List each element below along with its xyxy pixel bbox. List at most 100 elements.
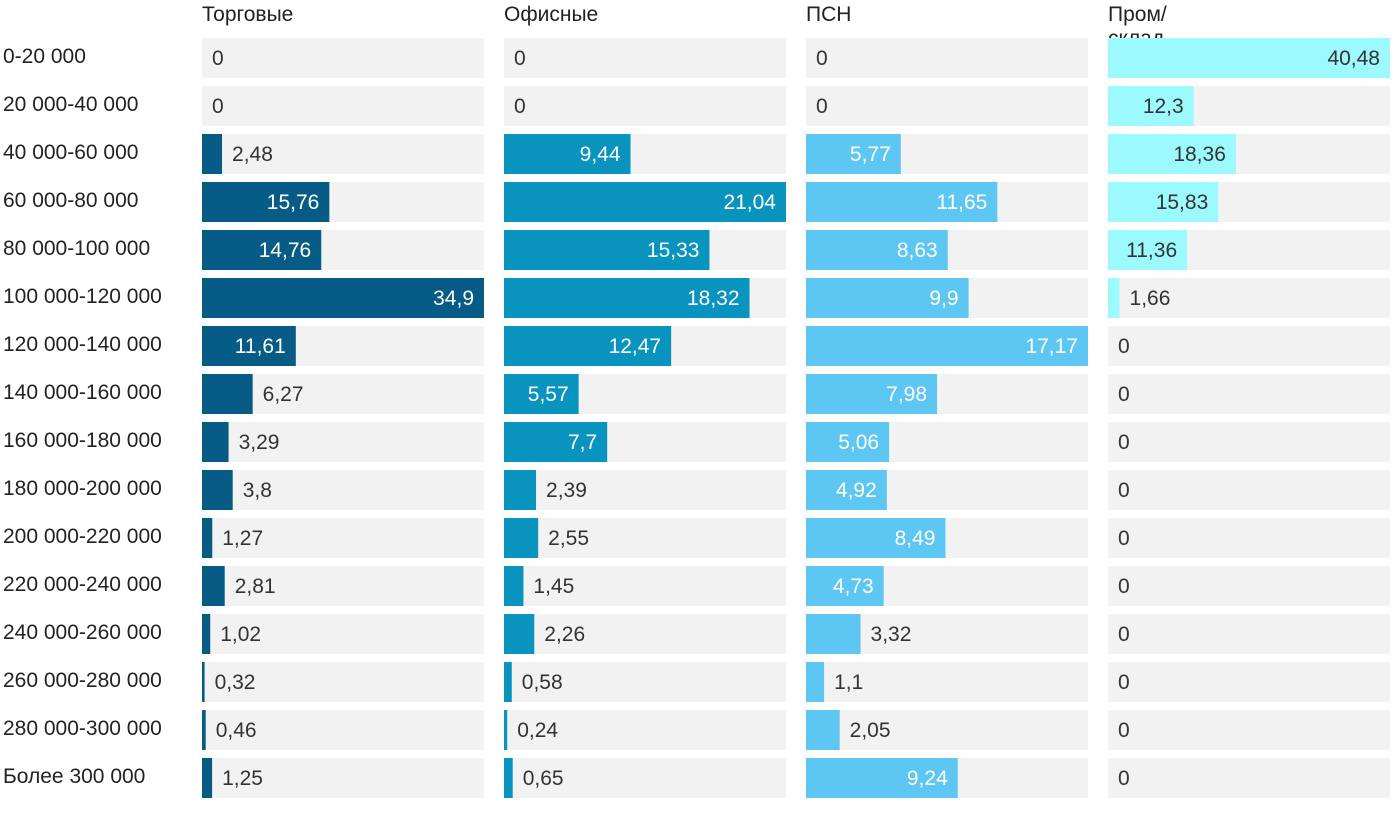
value-label: 8,49 [895, 527, 936, 550]
bar-track [202, 422, 484, 462]
bar-track [806, 86, 1088, 126]
bar-track [504, 470, 786, 510]
value-label: 0 [1118, 719, 1130, 742]
bar-track [504, 662, 786, 702]
value-label: 0 [1118, 623, 1130, 646]
value-label: 18,32 [687, 287, 740, 310]
value-label: 15,33 [647, 239, 700, 262]
value-label: 3,8 [243, 479, 272, 502]
category-label: 80 000-100 000 [3, 237, 151, 260]
bar-track [504, 566, 786, 606]
value-label: 1,02 [220, 623, 261, 646]
bar [202, 758, 213, 798]
bar [504, 374, 579, 414]
category-label: 240 000-260 000 [3, 621, 162, 644]
value-label: 0 [1118, 575, 1130, 598]
value-label: 17,17 [1025, 335, 1078, 358]
value-label: 7,7 [568, 431, 597, 454]
value-label: 0,46 [216, 719, 257, 742]
bar-track [202, 614, 484, 654]
value-label: 0 [212, 95, 224, 118]
bar-track [202, 470, 484, 510]
bar [504, 614, 535, 654]
value-label: 0 [1118, 383, 1130, 406]
value-label: 11,36 [1126, 239, 1177, 262]
bar [202, 278, 484, 318]
value-label: 0 [1118, 671, 1130, 694]
value-label: 0 [1118, 479, 1130, 502]
series-title: Торговые [202, 3, 294, 26]
value-label: 15,83 [1156, 191, 1209, 214]
bar [202, 374, 253, 414]
category-label: 140 000-160 000 [3, 381, 162, 404]
value-label: 21,04 [723, 191, 776, 214]
value-label: 5,77 [850, 143, 891, 166]
value-label: 3,29 [239, 431, 280, 454]
category-label: 40 000-60 000 [3, 141, 139, 164]
bar-track [504, 758, 786, 798]
bar [202, 326, 296, 366]
value-label: 18,36 [1173, 143, 1226, 166]
bar [806, 566, 884, 606]
value-label: 14,76 [259, 239, 312, 262]
value-label: 0,65 [523, 767, 564, 790]
value-label: 0 [1118, 335, 1130, 358]
bar-track [202, 566, 484, 606]
value-label: 7,98 [886, 383, 927, 406]
bar-track [806, 38, 1088, 78]
bar [504, 470, 537, 510]
bar [1108, 86, 1194, 126]
value-label: 1,27 [222, 527, 263, 550]
bar [806, 182, 998, 222]
value-label: 0 [816, 47, 828, 70]
value-label: 2,26 [544, 623, 585, 646]
value-label: 1,1 [834, 671, 863, 694]
category-label: 100 000-120 000 [3, 285, 162, 308]
bar [806, 662, 825, 702]
bar [504, 182, 786, 222]
bar-track [504, 38, 786, 78]
value-label: 0 [816, 95, 828, 118]
value-label: 9,9 [929, 287, 958, 310]
category-label: 20 000-40 000 [3, 93, 139, 116]
bar-track [1108, 470, 1390, 510]
value-label: 9,44 [580, 143, 621, 166]
value-label: 2,55 [548, 527, 589, 550]
value-label: 0 [1118, 767, 1130, 790]
bar-track [1108, 758, 1390, 798]
value-label: 2,05 [850, 719, 891, 742]
bar [806, 134, 901, 174]
category-label: 0-20 000 [3, 45, 86, 68]
value-label: 0,58 [522, 671, 563, 694]
value-label: 11,65 [936, 191, 987, 214]
category-label: 280 000-300 000 [3, 717, 162, 740]
value-label: 0 [1118, 431, 1130, 454]
bar [806, 470, 887, 510]
bar [202, 422, 229, 462]
bar-track [504, 614, 786, 654]
bar-track [806, 710, 1088, 750]
bar-track [1108, 662, 1390, 702]
bar-track [504, 710, 786, 750]
bar [202, 134, 223, 174]
bar [504, 758, 513, 798]
value-label: 2,48 [232, 143, 273, 166]
bar-track [202, 134, 484, 174]
bar [504, 662, 512, 702]
category-label: 260 000-280 000 [3, 669, 162, 692]
bar [504, 566, 524, 606]
bar [504, 710, 508, 750]
value-label: 5,06 [838, 431, 879, 454]
bar-track [1108, 614, 1390, 654]
value-label: 34,9 [433, 287, 474, 310]
bar [202, 470, 233, 510]
bar [1108, 278, 1120, 318]
bar [202, 230, 322, 270]
bar-track [806, 662, 1088, 702]
value-label: 0 [514, 95, 526, 118]
value-label: 3,32 [871, 623, 912, 646]
series-title: Офисные [504, 3, 599, 26]
bar [806, 518, 946, 558]
category-label: 160 000-180 000 [3, 429, 162, 452]
bar [1108, 134, 1236, 174]
